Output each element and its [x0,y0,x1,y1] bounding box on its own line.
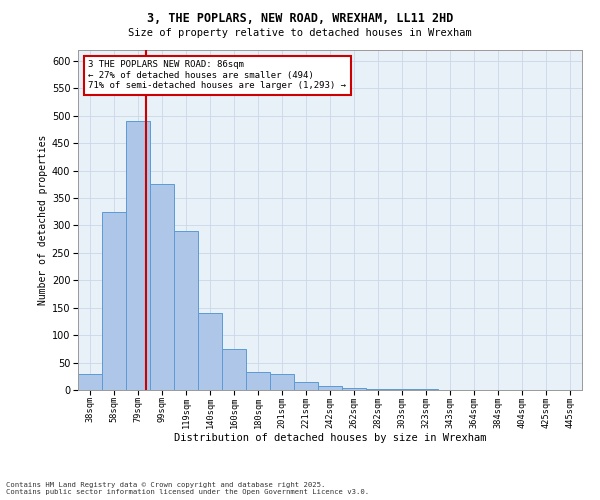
Text: Size of property relative to detached houses in Wrexham: Size of property relative to detached ho… [128,28,472,38]
Bar [319,386,341,390]
Bar [223,349,245,390]
Bar [295,382,317,390]
Bar [103,212,125,390]
X-axis label: Distribution of detached houses by size in Wrexham: Distribution of detached houses by size … [174,434,486,444]
Bar [367,389,389,390]
Bar [343,388,365,390]
Bar [271,374,293,390]
Bar [199,313,221,390]
Y-axis label: Number of detached properties: Number of detached properties [38,135,47,305]
Bar [247,372,269,390]
Bar [127,122,149,390]
Text: 3, THE POPLARS, NEW ROAD, WREXHAM, LL11 2HD: 3, THE POPLARS, NEW ROAD, WREXHAM, LL11 … [147,12,453,26]
Bar [175,231,197,390]
Bar [151,184,173,390]
Text: 3 THE POPLARS NEW ROAD: 86sqm
← 27% of detached houses are smaller (494)
71% of : 3 THE POPLARS NEW ROAD: 86sqm ← 27% of d… [88,60,346,90]
Bar [391,389,413,390]
Text: Contains HM Land Registry data © Crown copyright and database right 2025.
Contai: Contains HM Land Registry data © Crown c… [6,482,369,495]
Bar [79,374,101,390]
